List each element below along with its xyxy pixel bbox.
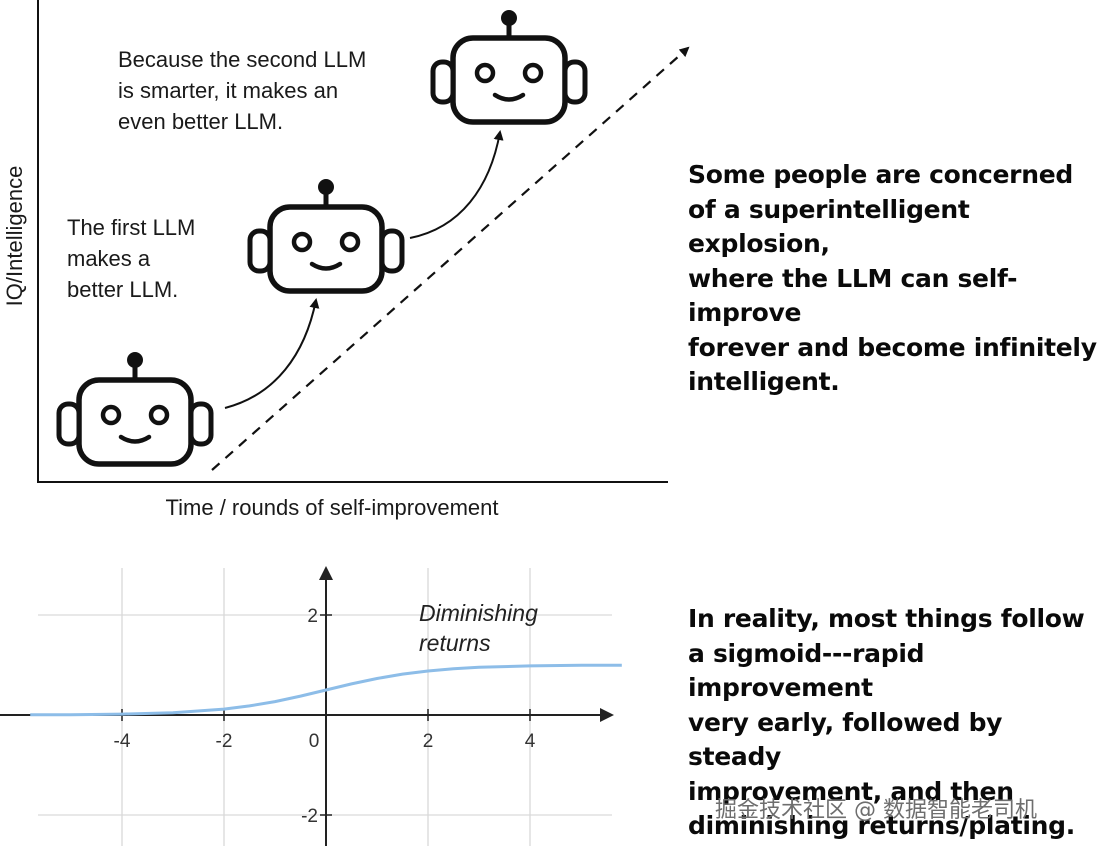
chart-ticks: -4 -2 0 2 4 2 -2: [114, 606, 536, 827]
x-tick-label: 0: [309, 731, 320, 752]
robot-face-icon: [433, 10, 585, 122]
robot-face-icon: [250, 179, 402, 291]
upper-x-axis-label: Time / rounds of self-improvement: [166, 495, 499, 520]
reality-statement: In reality, most things follow a sigmoid…: [688, 604, 1085, 840]
x-tick-label: -4: [114, 731, 131, 752]
second-llm-caption: Because the second LLM is smarter, it ma…: [118, 47, 367, 134]
diminishing-returns-label: Diminishing returns: [419, 600, 538, 656]
watermark: 掘金技术社区 @ 数据智能老司机: [715, 798, 1037, 823]
y-tick-label: 2: [307, 606, 318, 627]
upper-y-axis-label: IQ/Intelligence: [2, 166, 27, 307]
concern-statement: Some people are concerned of a superinte…: [688, 160, 1097, 396]
x-tick-label: -2: [216, 731, 233, 752]
progress-arrow-second: [409, 130, 504, 239]
robot-face-icon: [59, 352, 211, 464]
progress-arrow-first: [224, 298, 320, 409]
sigmoid-chart: -4 -2 0 2 4 2 -2: [0, 566, 622, 846]
y-tick-label: -2: [301, 806, 318, 827]
x-tick-label: 4: [525, 731, 536, 752]
exponential-trend-line: [211, 46, 690, 471]
first-llm-caption: The first LLM makes a better LLM.: [67, 215, 196, 302]
sigmoid-curve: [30, 663, 622, 717]
x-tick-label: 2: [423, 731, 434, 752]
self-improvement-diagram: IQ/Intelligence Time / rounds of self-im…: [2, 0, 690, 520]
